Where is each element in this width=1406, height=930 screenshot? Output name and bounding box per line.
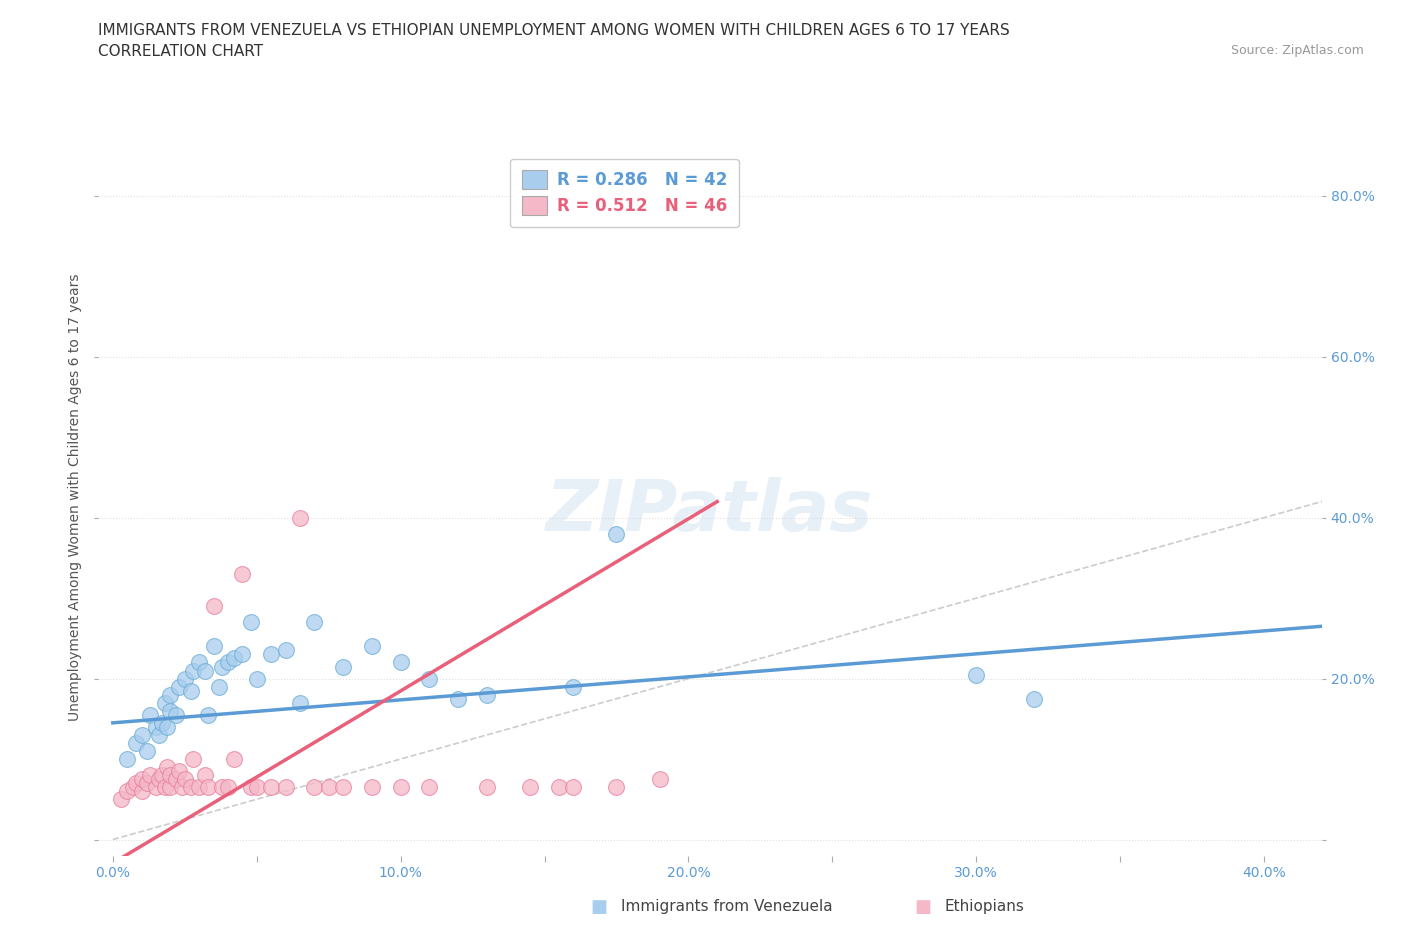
Y-axis label: Unemployment Among Women with Children Ages 6 to 17 years: Unemployment Among Women with Children A… bbox=[69, 273, 83, 722]
Point bbox=[159, 767, 181, 782]
Point bbox=[131, 784, 153, 799]
Point bbox=[1022, 691, 1045, 706]
Point bbox=[159, 703, 181, 718]
Text: CORRELATION CHART: CORRELATION CHART bbox=[98, 44, 263, 59]
Point bbox=[475, 687, 498, 702]
Point bbox=[115, 751, 138, 766]
Point bbox=[148, 772, 170, 787]
Point bbox=[648, 772, 671, 787]
Point bbox=[197, 708, 219, 723]
Legend: R = 0.286   N = 42, R = 0.512   N = 46: R = 0.286 N = 42, R = 0.512 N = 46 bbox=[510, 159, 738, 227]
Text: Immigrants from Venezuela: Immigrants from Venezuela bbox=[621, 899, 834, 914]
Point bbox=[110, 791, 132, 806]
Point bbox=[139, 767, 162, 782]
Point bbox=[170, 779, 193, 794]
Text: Source: ZipAtlas.com: Source: ZipAtlas.com bbox=[1230, 44, 1364, 57]
Point bbox=[304, 779, 326, 794]
Point bbox=[125, 736, 148, 751]
Point bbox=[211, 659, 233, 674]
Point bbox=[318, 779, 340, 794]
Point bbox=[153, 696, 176, 711]
Point bbox=[260, 647, 283, 662]
Point bbox=[332, 779, 354, 794]
Point bbox=[965, 667, 987, 682]
Point bbox=[167, 679, 190, 694]
Point bbox=[165, 708, 187, 723]
Point bbox=[194, 767, 217, 782]
Point bbox=[447, 691, 470, 706]
Point bbox=[194, 663, 217, 678]
Point bbox=[136, 776, 159, 790]
Point bbox=[418, 779, 440, 794]
Point bbox=[145, 779, 167, 794]
Point bbox=[145, 720, 167, 735]
Point bbox=[159, 779, 181, 794]
Point bbox=[202, 599, 225, 614]
Point bbox=[475, 779, 498, 794]
Point bbox=[208, 679, 231, 694]
Point bbox=[360, 779, 382, 794]
Point bbox=[605, 526, 627, 541]
Point bbox=[197, 779, 219, 794]
Point bbox=[304, 615, 326, 630]
Point bbox=[131, 772, 153, 787]
Point bbox=[183, 663, 205, 678]
Point bbox=[150, 767, 173, 782]
Point bbox=[389, 779, 412, 794]
Point bbox=[115, 784, 138, 799]
Point bbox=[125, 776, 148, 790]
Point bbox=[222, 651, 245, 666]
Point bbox=[260, 779, 283, 794]
Point bbox=[239, 779, 262, 794]
Point bbox=[150, 715, 173, 730]
Point bbox=[548, 779, 571, 794]
Point bbox=[274, 779, 297, 794]
Text: ■: ■ bbox=[591, 897, 607, 916]
Point bbox=[139, 708, 162, 723]
Point bbox=[562, 779, 585, 794]
Point bbox=[136, 744, 159, 759]
Point bbox=[274, 643, 297, 658]
Point bbox=[165, 772, 187, 787]
Point bbox=[173, 772, 195, 787]
Point bbox=[605, 779, 627, 794]
Point bbox=[231, 647, 253, 662]
Point bbox=[211, 779, 233, 794]
Point bbox=[122, 779, 145, 794]
Point bbox=[173, 671, 195, 686]
Text: ■: ■ bbox=[914, 897, 931, 916]
Point bbox=[217, 655, 239, 670]
Point bbox=[156, 720, 179, 735]
Point bbox=[217, 779, 239, 794]
Point bbox=[418, 671, 440, 686]
Point bbox=[562, 679, 585, 694]
Point bbox=[156, 760, 179, 775]
Point bbox=[183, 751, 205, 766]
Point bbox=[288, 511, 311, 525]
Point bbox=[231, 566, 253, 581]
Point bbox=[153, 779, 176, 794]
Point bbox=[246, 779, 269, 794]
Point bbox=[159, 687, 181, 702]
Point bbox=[332, 659, 354, 674]
Point bbox=[131, 727, 153, 742]
Point bbox=[222, 751, 245, 766]
Point bbox=[246, 671, 269, 686]
Text: ZIPatlas: ZIPatlas bbox=[547, 477, 873, 546]
Point bbox=[360, 639, 382, 654]
Point bbox=[288, 696, 311, 711]
Point bbox=[519, 779, 541, 794]
Point bbox=[389, 655, 412, 670]
Point bbox=[167, 764, 190, 778]
Point bbox=[188, 655, 211, 670]
Point bbox=[180, 684, 202, 698]
Point bbox=[188, 779, 211, 794]
Point bbox=[148, 727, 170, 742]
Point bbox=[239, 615, 262, 630]
Point bbox=[180, 779, 202, 794]
Point bbox=[202, 639, 225, 654]
Text: Ethiopians: Ethiopians bbox=[945, 899, 1025, 914]
Text: IMMIGRANTS FROM VENEZUELA VS ETHIOPIAN UNEMPLOYMENT AMONG WOMEN WITH CHILDREN AG: IMMIGRANTS FROM VENEZUELA VS ETHIOPIAN U… bbox=[98, 23, 1010, 38]
